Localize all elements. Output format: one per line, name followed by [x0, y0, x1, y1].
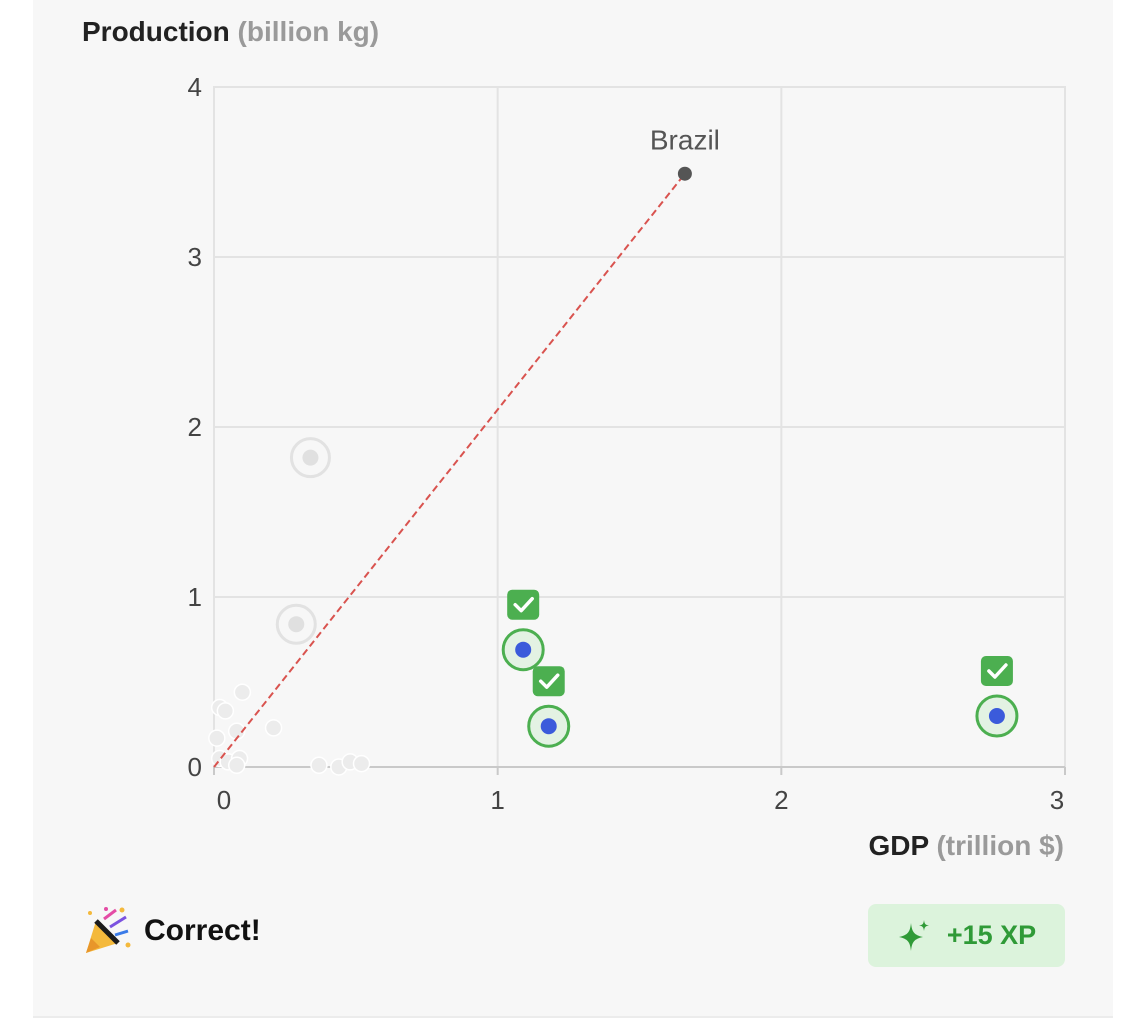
- scatter-chart: 0 1 2 3 0 1 2 3 4 Brazil: [188, 72, 1066, 815]
- xp-badge: +15 XP: [868, 904, 1065, 967]
- result-footer: Correct!: [82, 905, 261, 957]
- y-axis-unit: (billion kg): [237, 16, 380, 47]
- check-mark: [538, 673, 560, 689]
- faded-points: [275, 437, 331, 645]
- faded-point: [302, 449, 319, 466]
- xp-amount: +15 XP: [946, 920, 1037, 950]
- background-point: [227, 756, 246, 775]
- x-axis-title-text: GDP: [868, 830, 929, 861]
- x-tick-label: 0: [217, 785, 231, 815]
- background-point: [216, 702, 235, 720]
- chart-grid: [213, 86, 1066, 768]
- y-tick-label: 2: [188, 412, 202, 442]
- background-point: [352, 754, 371, 773]
- y-tick-label: 1: [188, 582, 202, 612]
- check-icon: [507, 589, 540, 620]
- y-tick-label: 4: [188, 72, 202, 102]
- y-tick-label: 3: [188, 242, 202, 272]
- background-point: [264, 719, 283, 737]
- x-tick-label: 2: [774, 785, 788, 815]
- x-axis-title: GDP (trillion $): [869, 830, 1065, 862]
- y-tick-label: 0: [188, 752, 202, 782]
- check-icon: [532, 666, 565, 697]
- y-axis-title: Production (billion kg): [82, 16, 379, 48]
- correct-point: [988, 708, 1005, 724]
- x-axis-unit: (trillion $): [936, 830, 1064, 861]
- background-point: [208, 729, 226, 747]
- background-point: [233, 683, 252, 701]
- correct-point: [515, 641, 532, 658]
- background-points: [208, 683, 371, 776]
- party-popper-icon: [82, 905, 132, 957]
- check-mark: [987, 663, 1008, 679]
- reference-line-group: Brazil: [213, 125, 720, 768]
- background-point: [310, 756, 328, 775]
- check-icon: [980, 656, 1013, 686]
- x-tick-label: 1: [490, 785, 504, 815]
- check-mark: [513, 596, 534, 613]
- reference-line: [213, 173, 686, 768]
- correct-points: [501, 589, 1019, 748]
- reference-label: Brazil: [650, 125, 720, 156]
- reference-point: [677, 166, 692, 181]
- correct-point: [540, 718, 557, 735]
- x-tick-label: 3: [1050, 785, 1064, 815]
- correct-message: Correct!: [144, 914, 261, 947]
- faded-point: [288, 616, 305, 633]
- sparkle-icon: [898, 919, 929, 951]
- y-axis-title-text: Production: [82, 16, 230, 47]
